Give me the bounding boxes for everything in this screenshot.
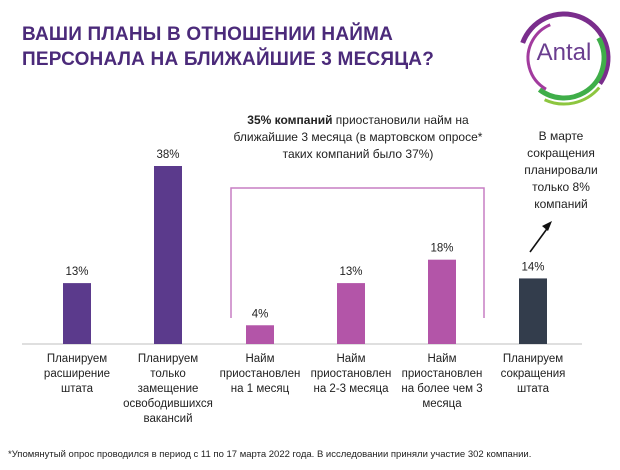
callout-rest: приостановили найм на ближайшие 3 месяца… xyxy=(233,113,483,161)
data-label-2: 38% xyxy=(156,149,179,161)
bar-5 xyxy=(428,259,456,344)
title-line-1: ВАШИ ПЛАНЫ В ОТНОШЕНИИ НАЙМА xyxy=(22,24,394,45)
logo-swirl-icon xyxy=(516,10,612,106)
note-arrow-head xyxy=(542,221,552,231)
note-arrow xyxy=(529,225,550,253)
category-label-1: Планируем расширение штата xyxy=(43,353,111,395)
note-text: В марте сокращения планировали только 8%… xyxy=(524,129,598,211)
data-label-4: 13% xyxy=(339,266,362,278)
bar-6 xyxy=(519,278,547,344)
bar-3 xyxy=(246,325,274,344)
data-label-6: 14% xyxy=(521,261,544,273)
data-label-1: 13% xyxy=(65,266,88,278)
logo-text: Antal xyxy=(536,39,592,66)
title-line-2: ПЕРСОНАЛА НА БЛИЖАЙШИЕ 3 МЕСЯЦА? xyxy=(22,49,435,70)
bar-4 xyxy=(337,283,365,344)
bar-2 xyxy=(154,166,182,344)
callout-text: 35% компаний приостановили найм на ближа… xyxy=(232,112,484,163)
bar-1 xyxy=(63,283,91,344)
paused-hiring-bracket xyxy=(230,187,485,318)
antal-logo: Antal xyxy=(512,6,616,110)
footnote: *Упомянутый опрос проводился в период с … xyxy=(8,449,532,460)
category-label-2: Планируем только замещение освободившихс… xyxy=(123,353,213,425)
callout-bold: 35% компаний xyxy=(247,113,333,127)
data-label-5: 18% xyxy=(430,243,453,255)
data-label-3: 4% xyxy=(252,308,269,320)
category-label-5: Найм приостановлен на более чем 3 месяца xyxy=(401,353,483,410)
chart-title: ВАШИ ПЛАНЫ В ОТНОШЕНИИ НАЙМА ПЕРСОНАЛА Н… xyxy=(22,22,442,72)
category-label-4: Найм приостановлен на 2-3 месяца xyxy=(310,353,392,395)
category-label-3: Найм приостановлен на 1 месяц xyxy=(219,353,301,395)
category-label-6: Планируем сокращения штата xyxy=(500,353,566,395)
